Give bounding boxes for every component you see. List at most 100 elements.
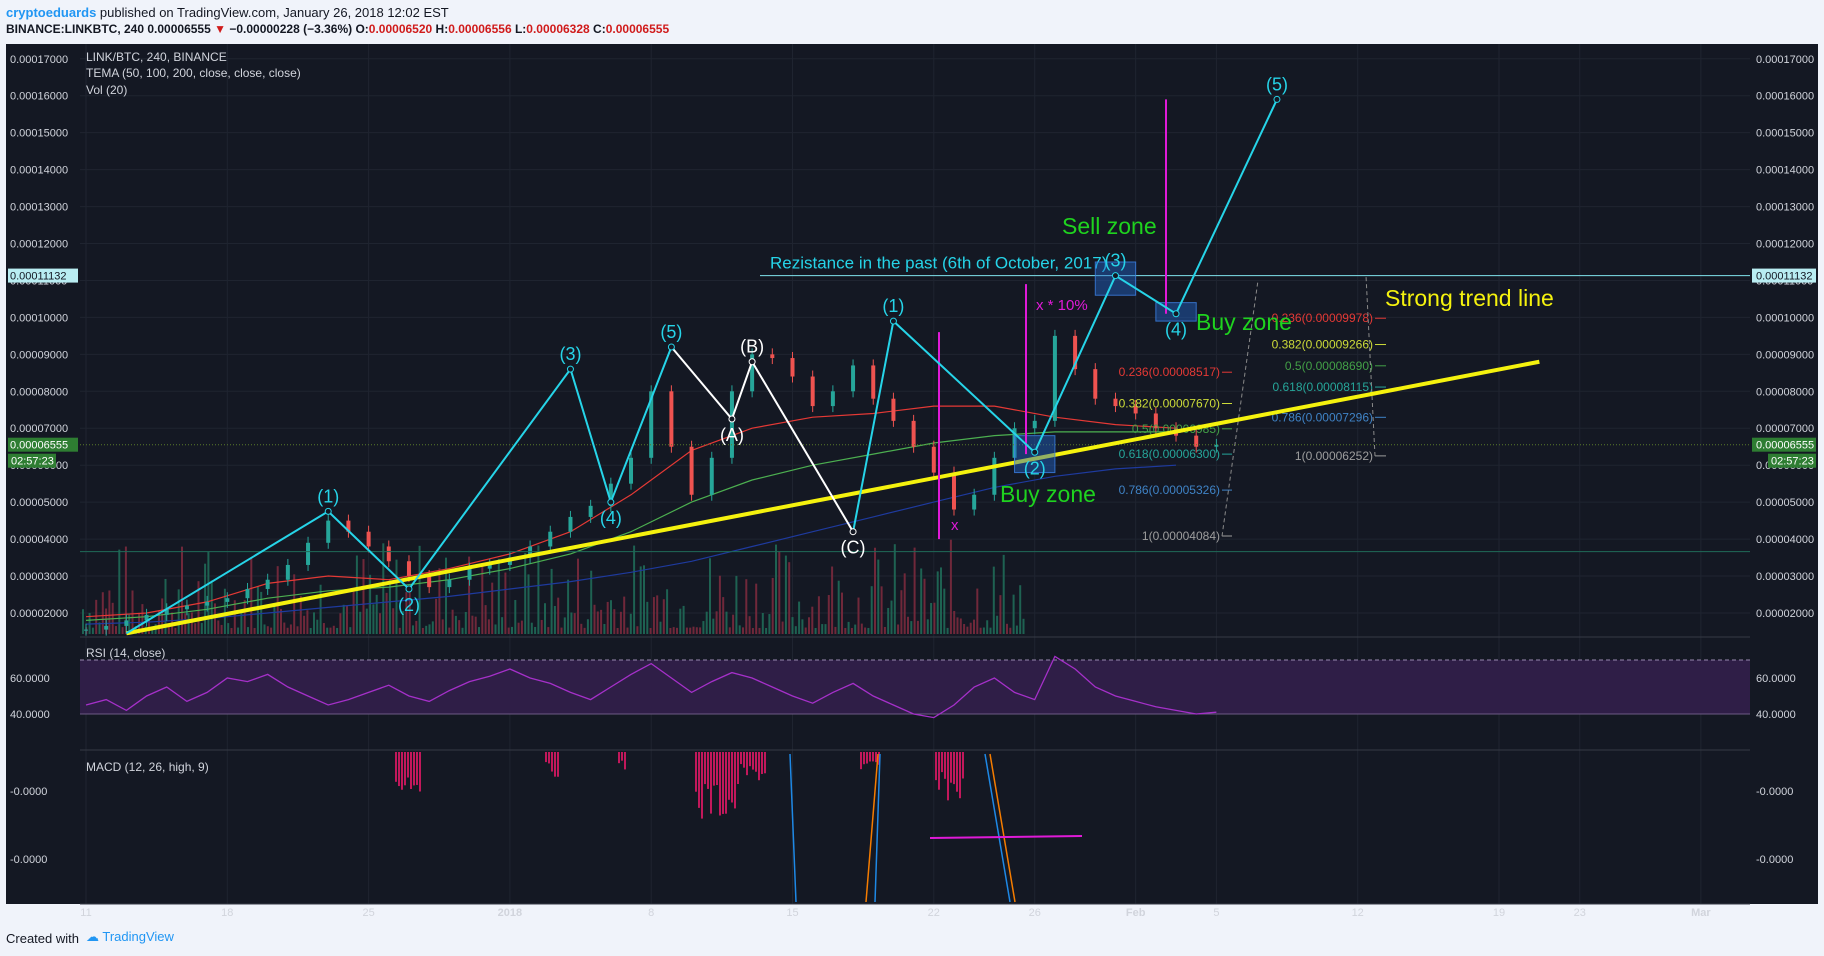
volume-bar <box>685 627 688 634</box>
volume-bar <box>982 627 985 634</box>
wave-point <box>566 365 574 373</box>
close-label: C: <box>593 22 606 36</box>
volume-bar <box>560 627 563 634</box>
candle-body <box>830 391 835 407</box>
high-value: 0.00006556 <box>448 22 512 36</box>
volume-bar <box>742 627 744 634</box>
volume-bar <box>616 628 619 634</box>
volume-bar <box>989 627 992 634</box>
candle-body <box>487 564 492 569</box>
author-link[interactable]: cryptoeduards <box>6 5 97 20</box>
macd-histogram-bar <box>947 752 949 801</box>
volume-bar <box>583 627 586 634</box>
volume-bar <box>507 627 510 634</box>
volume-bar <box>1002 554 1005 634</box>
volume-bar <box>359 611 362 634</box>
macd-title: MACD (12, 26, high, 9) <box>86 760 209 774</box>
volume-bar <box>441 619 444 634</box>
volume-bar <box>299 596 302 634</box>
macd-pane[interactable]: -0.0000 -0.0000 -0.0000 -0.0000 <box>10 752 1793 903</box>
volume-bar <box>633 545 636 634</box>
volume-bar <box>801 619 804 634</box>
volume-bar <box>511 626 513 634</box>
countdown-tag-left <box>8 453 56 468</box>
candle-body <box>285 564 290 580</box>
candle-body <box>427 576 432 588</box>
wave-label: (2) <box>1024 458 1046 478</box>
tradingview-link[interactable]: ☁ TradingView <box>86 929 174 945</box>
volume-bar <box>181 546 183 634</box>
wave-point <box>607 498 615 506</box>
volume-bar <box>319 584 322 634</box>
volume-bar <box>758 627 761 634</box>
macd-histogram-bar <box>621 752 623 761</box>
volume-bar <box>118 549 121 634</box>
volume-bar <box>969 622 972 634</box>
volume-bar <box>636 626 639 634</box>
volume-bar <box>157 610 160 634</box>
volume-bar <box>346 605 348 634</box>
volume-bar <box>831 566 834 634</box>
volume-bar <box>715 611 718 634</box>
rsi-pane[interactable]: 60.0000 60.0000 40.0000 40.0000 <box>10 655 1796 751</box>
macd-histogram-bar <box>764 752 766 774</box>
volume-bar <box>999 595 1002 634</box>
candle-body <box>386 546 391 562</box>
volume-bar <box>392 608 395 634</box>
open-label: O: <box>355 22 369 36</box>
volume-bar <box>425 625 428 634</box>
volume-bar <box>108 590 111 634</box>
countdown-tag-right <box>1768 453 1816 468</box>
macd-histogram-bar <box>731 752 733 803</box>
candle-body <box>1153 413 1158 429</box>
price-tick-label-left: 0.00004000 <box>10 534 68 546</box>
macd-histogram-bar <box>725 752 727 814</box>
macd-histogram-bar <box>618 752 620 764</box>
volume-bar <box>365 608 368 634</box>
volume-bar <box>240 611 243 634</box>
rsi-tick-right: 60.0000 <box>1756 673 1796 685</box>
volume-bar <box>412 625 414 634</box>
macd-histogram-bar <box>962 752 964 779</box>
volume-bar <box>775 544 777 634</box>
rsi-band <box>80 660 1750 714</box>
volume-bar <box>369 574 372 634</box>
macd-tick-left: -0.0000 <box>10 854 47 866</box>
volume-bar <box>468 556 471 634</box>
candle-body <box>750 354 755 392</box>
volume-bar <box>926 619 929 634</box>
candle-body <box>306 542 311 565</box>
wave-label: (5) <box>1266 74 1288 94</box>
symbol-label: BINANCE:LINKBTC, 240 <box>6 22 145 36</box>
low-value: 0.00006328 <box>526 22 590 36</box>
volume-bar <box>956 617 959 634</box>
right-price-axis[interactable] <box>1750 44 1818 904</box>
price-tick-label-right: 0.00003000 <box>1756 571 1814 583</box>
volume-bar <box>662 599 665 634</box>
high-label: H: <box>435 22 449 36</box>
candle-body <box>1133 406 1138 414</box>
volume-bar <box>639 566 642 634</box>
candle-body <box>548 531 553 547</box>
volume-bar <box>699 627 702 634</box>
volume-bar <box>445 557 447 634</box>
volume-bar <box>623 596 626 634</box>
volume-bar <box>478 627 480 634</box>
time-tick-label: 5 <box>1213 907 1219 919</box>
left-price-axis[interactable] <box>6 44 80 904</box>
macd-tick-left: -0.0000 <box>10 786 47 798</box>
price-tick-label-right: 0.00012000 <box>1756 239 1814 251</box>
volume-bar <box>874 547 876 634</box>
macd-histogram-bar <box>872 752 874 762</box>
macd-histogram-bar <box>713 752 715 786</box>
volume-bar <box>900 590 903 634</box>
volume-bar <box>128 614 131 634</box>
volume-bar <box>577 558 579 634</box>
price-tick-label-right: 0.00010000 <box>1756 312 1814 324</box>
volume-bar <box>167 626 170 634</box>
chart-canvas[interactable]: 0.236(0.00008517) 0.382(0.00007670) 0.5(0.… <box>0 42 1824 922</box>
volume-bar <box>98 622 101 634</box>
time-tick-label: 23 <box>1574 907 1586 919</box>
current-price-label-right: 0.00006555 <box>1756 440 1814 452</box>
macd-histogram-bar <box>863 752 865 765</box>
